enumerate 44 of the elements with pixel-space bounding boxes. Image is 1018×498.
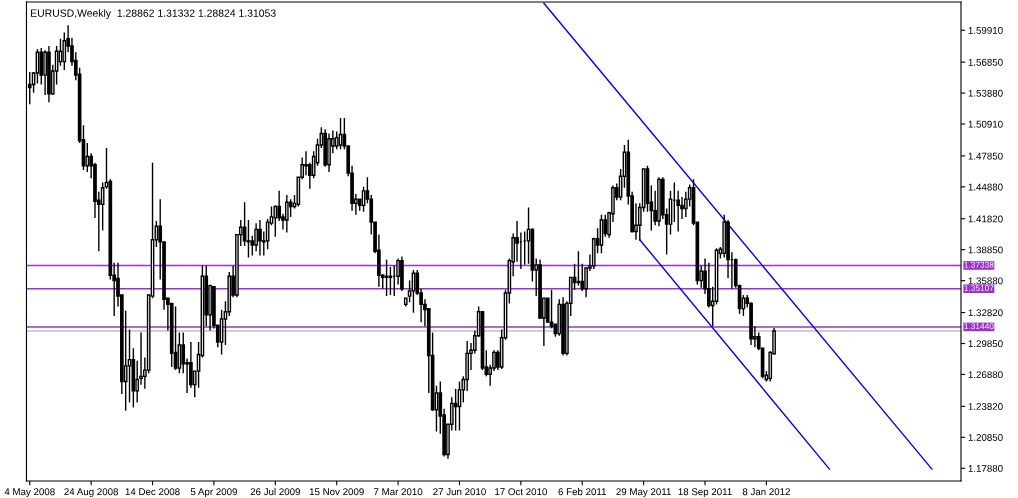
x-tick-label: 15 Nov 2009 [309,488,364,496]
x-tick-label: 7 Mar 2010 [374,488,423,496]
y-tick-label: 1.41820 [968,215,1003,223]
y-tick-label: 1.23820 [968,403,1003,410]
candlestick [304,150,308,176]
candlestick [273,204,278,238]
y-tick-label: 1.50910 [968,120,1003,128]
y-tick-label: 1.56850 [968,58,1003,66]
candlestick [549,289,554,330]
x-tick-label: 24 Aug 2008 [64,488,119,498]
y-tick-label: 1.26880 [968,371,1003,379]
y-tick-label: 1.44880 [968,183,1003,191]
y-tick-label: 1.53880 [968,89,1003,97]
x-tick-label: 5 Apr 2009 [190,488,237,498]
text: EURUSD,Weekly 1.28862 1.31332 1.28824 1.31053 [31,9,276,19]
candlestick [258,219,262,257]
candlestick [246,219,251,259]
x-tick-label: 27 Jun 2010 [433,488,486,496]
y-tick-label: 1.32820 [968,309,1003,317]
candlestick [39,47,44,86]
x-tick-label: 14 Dec 2008 [125,488,180,496]
candlestick [189,341,193,389]
x-tick-label: 8 Jan 2012 [742,488,790,496]
x-tick-label: 26 Jul 2009 [250,488,300,496]
x-tick-label: 18 Sep 2011 [678,488,732,498]
candlestick [127,328,132,404]
candlestick [254,222,258,252]
y-tick-label: 1.17880 [968,464,1003,472]
y-tick-label: 1.47850 [968,152,1003,160]
ref-line-label: 1.35107 [964,285,994,291]
candlestick [43,49,47,96]
x-tick-label: 4 May 2008 [4,488,55,498]
ref-line-label: 1.31440 [964,323,994,330]
y-tick-label: 1.20850 [968,434,1003,441]
x-tick-label: 17 Oct 2010 [495,488,547,496]
x-tick-label: 6 Feb 2011 [558,488,607,496]
x-tick-label: 29 May 2011 [616,488,671,498]
y-tick-label: 1.29850 [968,340,1003,348]
y-tick-label: 1.38850 [968,246,1003,254]
y-tick-label: 1.35880 [968,277,1003,285]
candlestick [284,194,289,234]
ref-line-label: 1.37338 [964,261,994,268]
candlestick [85,142,90,173]
y-tick-label: 1.59910 [968,26,1003,34]
